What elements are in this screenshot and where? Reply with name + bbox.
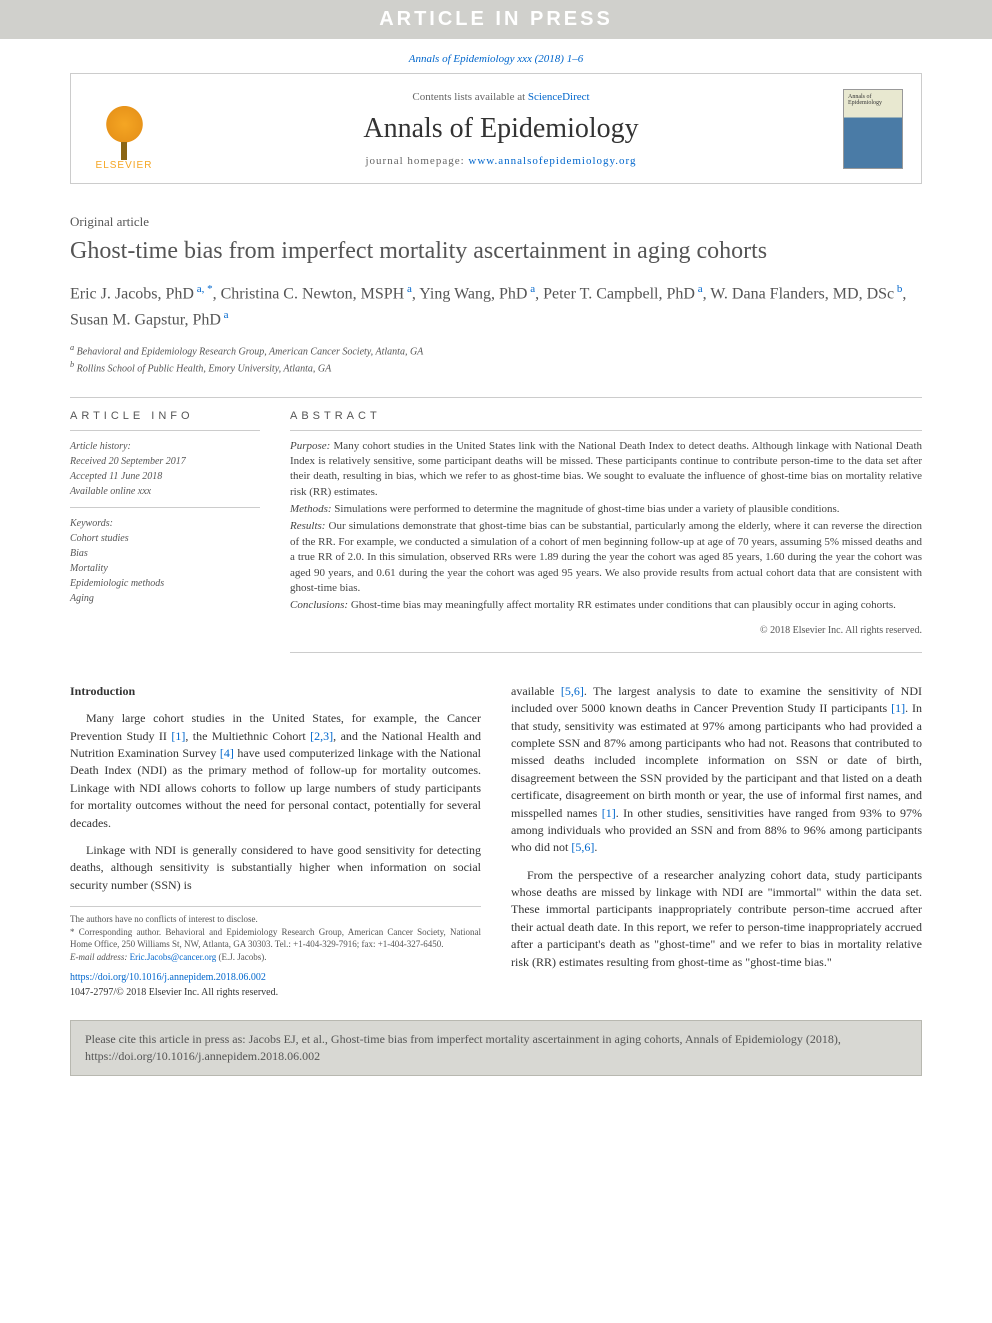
keyword: Cohort studies [70,531,260,546]
journal-header: ELSEVIER Contents lists available at Sci… [70,73,922,184]
history-heading: Article history: [70,439,260,454]
abstract: ABSTRACT Purpose: Many cohort studies in… [290,398,922,653]
homepage-line: journal homepage: www.annalsofepidemiolo… [179,155,823,167]
elsevier-logo[interactable]: ELSEVIER [89,86,159,171]
ref-link[interactable]: [1] [171,729,185,743]
journal-reference: Annals of Epidemiology xxx (2018) 1–6 [0,53,992,65]
keyword: Epidemiologic methods [70,576,260,591]
sciencedirect-link[interactable]: ScienceDirect [528,91,590,103]
abstract-copyright: © 2018 Elsevier Inc. All rights reserved… [290,624,922,653]
affiliations: a Behavioral and Epidemiology Research G… [70,342,922,377]
keyword: Bias [70,546,260,561]
contents-prefix: Contents lists available at [412,91,527,103]
ref-link[interactable]: [2,3] [310,729,333,743]
body-column-right: available [5,6]. The largest analysis to… [511,683,922,1001]
footer-block: The authors have no conflicts of interes… [70,906,481,963]
contents-line: Contents lists available at ScienceDirec… [179,91,823,103]
ref-link[interactable]: [4] [220,746,234,760]
body-paragraph: Linkage with NDI is generally considered… [70,842,481,894]
info-abstract-row: ARTICLE INFO Article history: Received 2… [70,397,922,653]
email-line: E-mail address: Eric.Jacobs@cancer.org (… [70,951,481,964]
abstract-methods: Methods: Simulations were performed to d… [290,502,922,517]
article-info: ARTICLE INFO Article history: Received 2… [70,398,260,653]
ref-link[interactable]: [5,6] [571,840,594,854]
affiliation-a: a Behavioral and Epidemiology Research G… [70,342,922,359]
body-paragraph: Many large cohort studies in the United … [70,710,481,832]
ref-link[interactable]: [1] [602,806,616,820]
history-block: Article history: Received 20 September 2… [70,430,260,507]
body-column-left: Introduction Many large cohort studies i… [70,683,481,1001]
keyword: Mortality [70,561,260,576]
accepted-date: Accepted 11 June 2018 [70,469,260,484]
doi-line: https://doi.org/10.1016/j.annepidem.2018… [70,971,481,1000]
issn-copyright: 1047-2797/© 2018 Elsevier Inc. All right… [70,987,278,998]
article-title: Ghost-time bias from imperfect mortality… [70,236,922,267]
article-type: Original article [70,214,922,230]
keywords-heading: Keywords: [70,516,260,531]
doi-link[interactable]: https://doi.org/10.1016/j.annepidem.2018… [70,972,266,983]
email-link[interactable]: Eric.Jacobs@cancer.org [130,952,217,962]
homepage-link[interactable]: www.annalsofepidemiology.org [468,155,636,167]
abstract-text: Purpose: Many cohort studies in the Unit… [290,430,922,653]
abstract-results: Results: Our simulations demonstrate tha… [290,519,922,596]
elsevier-text: ELSEVIER [96,160,153,171]
main-content: Original article Ghost-time bias from im… [70,214,922,1000]
journal-cover-thumb [843,89,903,169]
body-paragraph: available [5,6]. The largest analysis to… [511,683,922,857]
received-date: Received 20 September 2017 [70,454,260,469]
abstract-label: ABSTRACT [290,410,922,422]
journal-name: Annals of Epidemiology [179,113,823,145]
online-date: Available online xxx [70,484,260,499]
ref-link[interactable]: [1] [891,701,905,715]
elsevier-tree-icon [97,105,152,160]
conflict-statement: The authors have no conflicts of interes… [70,913,481,926]
keywords-block: Keywords: Cohort studies Bias Mortality … [70,507,260,614]
article-in-press-banner: ARTICLE IN PRESS [0,0,992,39]
corresponding-author: * Corresponding author. Behavioral and E… [70,926,481,951]
introduction-heading: Introduction [70,683,481,700]
body-paragraph: From the perspective of a researcher ana… [511,867,922,971]
citation-box: Please cite this article in press as: Ja… [70,1020,922,1076]
keyword: Aging [70,591,260,606]
header-center: Contents lists available at ScienceDirec… [179,91,823,167]
authors: Eric J. Jacobs, PhD a, *, Christina C. N… [70,281,922,332]
ref-link[interactable]: [5,6] [561,684,584,698]
abstract-purpose: Purpose: Many cohort studies in the Unit… [290,439,922,501]
abstract-conclusions: Conclusions: Ghost-time bias may meaning… [290,598,922,613]
body-columns: Introduction Many large cohort studies i… [70,683,922,1001]
homepage-prefix: journal homepage: [365,155,468,167]
article-info-label: ARTICLE INFO [70,410,260,422]
affiliation-b: b Rollins School of Public Health, Emory… [70,359,922,376]
